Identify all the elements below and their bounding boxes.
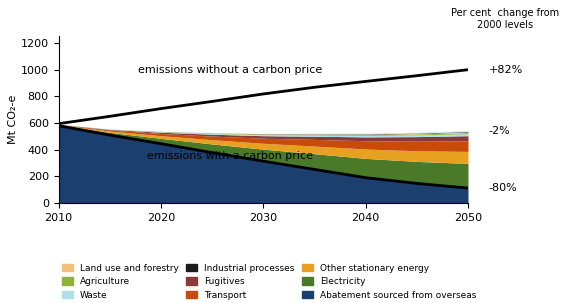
Text: emissions without a carbon price: emissions without a carbon price [139,65,322,75]
Y-axis label: Mt CO₂-e: Mt CO₂-e [8,95,18,144]
Text: emissions with a carbon price: emissions with a carbon price [147,151,314,161]
Text: -2%: -2% [488,126,510,136]
Text: -80%: -80% [488,183,517,193]
Text: +82%: +82% [488,65,523,75]
Legend: Land use and forestry, Agriculture, Waste, Industrial processes, Fugitives, Tran: Land use and forestry, Agriculture, Wast… [60,262,478,301]
Text: Per cent  change from
2000 levels: Per cent change from 2000 levels [451,8,559,30]
